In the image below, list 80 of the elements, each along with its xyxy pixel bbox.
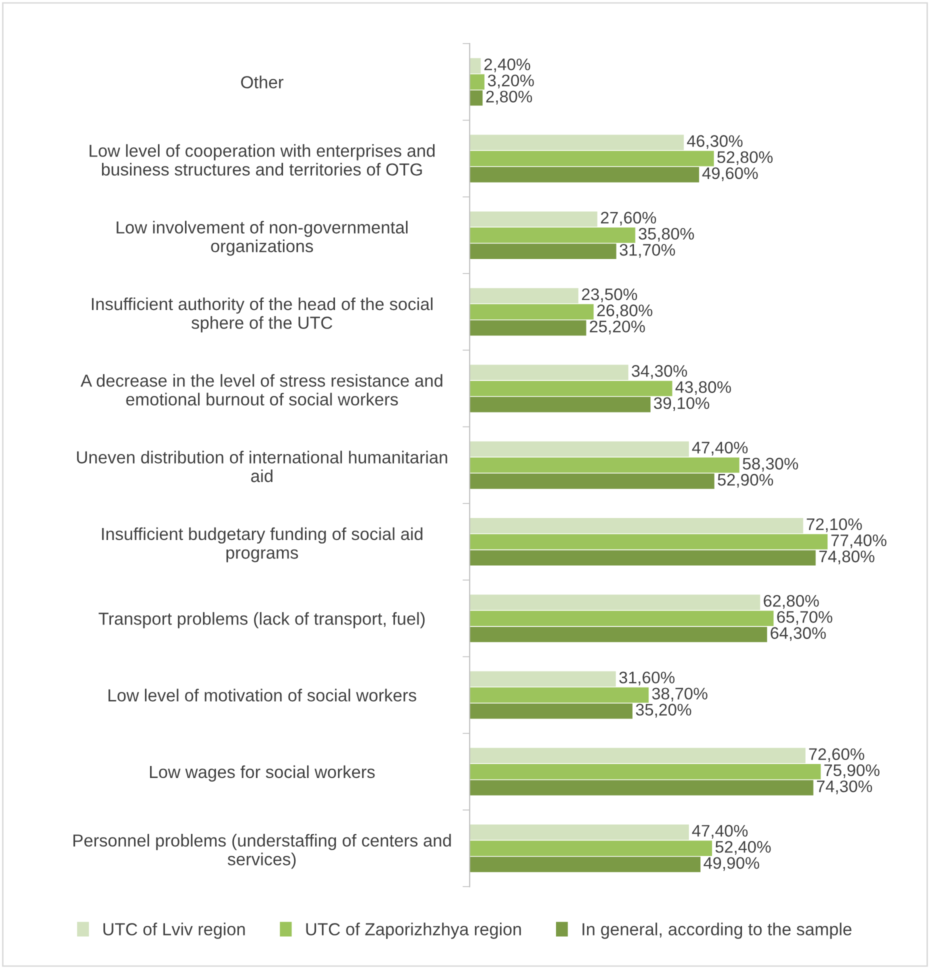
data-label: 47,40% (692, 442, 748, 456)
data-label: 47,40% (692, 824, 748, 839)
y-tick-label: Low level of cooperation with enterprises and business structures and territories of OTG (90, 144, 435, 176)
bar (470, 824, 689, 840)
bar (470, 610, 774, 626)
data-label: 46,30% (686, 135, 743, 149)
bar (470, 764, 821, 780)
y-tick-label: Low level of motivation of social workers (108, 688, 416, 702)
legend-label: In general, according to the sample (582, 922, 852, 939)
data-label: 52,40% (715, 840, 771, 855)
bar (470, 228, 636, 243)
data-label: 25,20% (590, 320, 645, 334)
data-label: 2,40% (484, 58, 530, 72)
bar (470, 380, 672, 396)
bar (470, 150, 714, 166)
bar (470, 474, 714, 489)
y-tick-label: Low involvement of non-governmental organizations (116, 220, 408, 256)
bar (470, 534, 828, 550)
data-label: 27,60% (600, 212, 656, 226)
bar (470, 594, 760, 610)
data-label: 65,70% (777, 611, 832, 625)
bar (470, 518, 804, 534)
bar (470, 244, 616, 259)
y-tick-label: Transport problems (lack of transport, fuel) (98, 612, 425, 628)
bar (470, 550, 816, 566)
bar (470, 166, 700, 182)
bar (470, 671, 616, 687)
bar (470, 748, 806, 764)
data-label: 74,80% (819, 550, 874, 564)
bar (470, 364, 628, 380)
bar (470, 840, 712, 856)
data-label: 43,80% (675, 381, 731, 395)
y-tick-label: Insufficient authority of the head of the social sphere of the UTC (92, 297, 432, 332)
legend-label: UTC of Lviv region (103, 922, 245, 939)
bar (470, 703, 632, 719)
data-label: 64,30% (770, 627, 826, 641)
data-label: 38,70% (652, 688, 708, 702)
data-label: 39,10% (654, 397, 710, 412)
bar (470, 288, 578, 304)
data-label: 34,30% (632, 365, 688, 379)
bar (470, 320, 586, 336)
bar (470, 441, 689, 457)
data-label: 72,60% (809, 748, 864, 762)
data-label: 31,60% (619, 672, 675, 686)
bar (470, 134, 684, 150)
data-label: 35,80% (638, 228, 694, 242)
data-label: 52,90% (718, 474, 774, 488)
y-tick-label: A decrease in the level of stress resistance and emotional burnout of social workers (80, 374, 442, 406)
y-tick-label: Insufficient budgetary funding of social aid programs (102, 527, 422, 562)
data-label: 62,80% (764, 594, 819, 609)
bar (470, 211, 598, 227)
data-label: 77,40% (831, 534, 886, 548)
y-tick-label: Other (241, 76, 284, 88)
bar (470, 304, 594, 320)
data-label: 2,80% (486, 90, 532, 104)
bar (470, 396, 651, 412)
data-label: 72,10% (806, 518, 862, 532)
data-label: 26,80% (597, 304, 652, 318)
data-label: 35,20% (636, 704, 692, 718)
bar (470, 626, 768, 642)
data-label: 58,30% (742, 458, 798, 472)
bar (470, 58, 481, 74)
legend-label: UTC of Zaporizhzhya region (306, 922, 521, 939)
y-tick-label: Uneven distribution of international humanitarian aid (77, 450, 448, 482)
bar (470, 780, 814, 796)
data-label: 3,20% (488, 74, 534, 88)
bar (470, 457, 740, 473)
bar (470, 90, 483, 106)
data-label: 49,90% (704, 857, 760, 871)
bar (470, 856, 700, 872)
data-label: 75,90% (824, 764, 880, 778)
bar (470, 687, 649, 703)
bar (470, 74, 484, 90)
data-label: 23,50% (582, 288, 638, 302)
data-label: 31,70% (620, 244, 676, 258)
data-label: 49,60% (702, 167, 758, 182)
y-tick-label: Low wages for social workers (150, 765, 375, 782)
data-label: 52,80% (717, 151, 773, 166)
y-tick-label: Personnel problems (understaffing of centers and services) (73, 834, 451, 869)
data-label: 74,30% (816, 780, 872, 794)
